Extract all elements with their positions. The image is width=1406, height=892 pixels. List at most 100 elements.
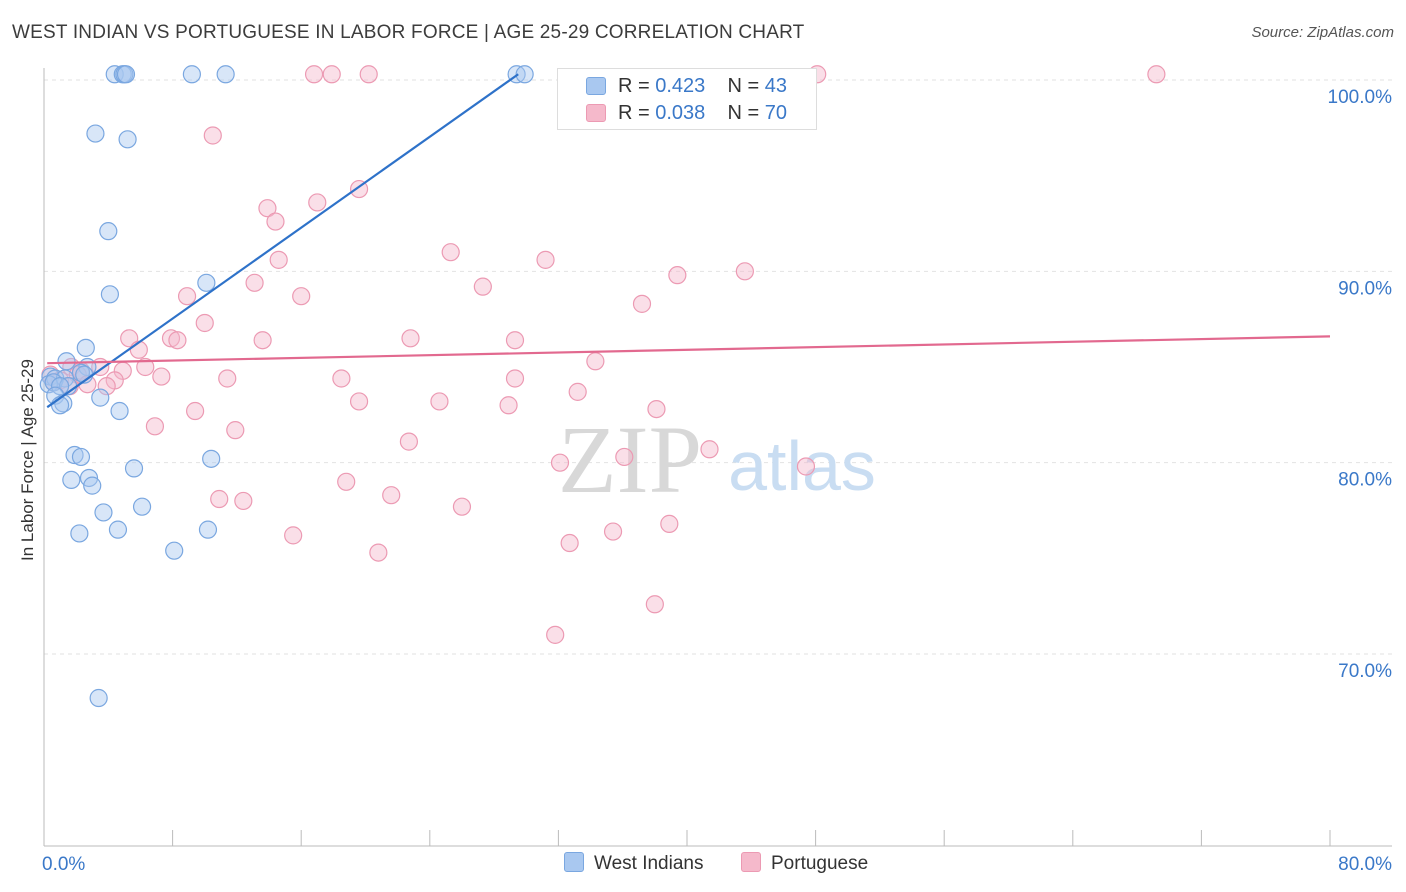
data-point: [186, 401, 205, 421]
gridlines: [44, 79, 1392, 655]
data-point: [57, 352, 76, 371]
data-point: [603, 522, 623, 541]
data-point: [505, 331, 525, 350]
data-point: [118, 130, 137, 149]
legend-r-label: R =: [618, 102, 656, 124]
legend-n-value: 43: [764, 75, 788, 97]
data-point: [735, 262, 754, 281]
data-point: [349, 392, 369, 411]
legend-swatch-blue: [564, 852, 584, 872]
data-point: [86, 124, 105, 143]
data-point: [586, 352, 605, 371]
correlation-legend: R = 0.423 N = 43 R = 0.038 N = 70: [557, 68, 817, 130]
data-point: [430, 392, 449, 411]
data-point: [91, 388, 110, 407]
data-point: [382, 486, 401, 505]
data-point: [245, 273, 264, 292]
trend-line-west-indians: [46, 73, 519, 409]
data-point: [660, 514, 679, 533]
data-point: [195, 313, 214, 333]
x-tick-label: 0.0%: [42, 854, 85, 875]
data-point: [129, 340, 148, 359]
data-point: [499, 396, 518, 415]
legend-r-value: 0.038: [655, 102, 706, 124]
data-point: [615, 447, 634, 467]
data-point: [700, 440, 719, 459]
data-point: [100, 285, 120, 304]
data-point: [110, 401, 129, 421]
data-point: [62, 470, 81, 489]
data-point: [65, 445, 84, 465]
tick-labels: 70.0% 80.0% 90.0% 100.0% 0.0% 80.0%: [42, 87, 1392, 875]
data-point: [452, 497, 472, 516]
data-point: [89, 688, 108, 708]
data-point: [668, 266, 687, 285]
data-point: [322, 65, 341, 84]
data-point: [441, 243, 460, 262]
trend-lines: [46, 73, 1331, 409]
data-point: [132, 497, 152, 516]
data-point: [560, 533, 579, 553]
data-point: [76, 338, 95, 357]
west-indians-points: [39, 65, 534, 708]
data-point: [182, 65, 201, 84]
data-point: [284, 526, 303, 545]
data-point: [99, 222, 118, 241]
data-point: [546, 625, 565, 644]
data-point: [116, 65, 136, 84]
legend-r-label: R =: [618, 75, 656, 97]
data-point: [332, 369, 351, 388]
portuguese-points: [41, 65, 1166, 644]
data-point: [308, 193, 327, 212]
data-point: [136, 357, 155, 377]
data-point: [253, 331, 272, 350]
data-point: [401, 329, 420, 348]
data-point: [266, 212, 285, 231]
watermark-zip: ZIP: [558, 406, 702, 513]
legend-swatch-pink: [586, 104, 606, 122]
y-tick-label: 70.0%: [1338, 661, 1392, 682]
trend-line-portuguese: [47, 335, 1331, 365]
data-point: [124, 459, 144, 478]
data-point: [568, 382, 587, 401]
legend-n-value: 70: [764, 102, 788, 124]
data-point: [796, 457, 816, 476]
legend-r-value: 0.423: [655, 75, 706, 97]
data-point: [83, 476, 102, 495]
legend-swatch-blue: [586, 77, 606, 95]
legend-item-west-indians[interactable]: West Indians: [564, 852, 703, 875]
data-point: [94, 503, 113, 522]
data-point: [202, 449, 221, 468]
data-point: [108, 520, 128, 539]
data-point: [203, 126, 222, 145]
axes: [43, 68, 1392, 847]
data-point: [161, 329, 181, 348]
data-point: [168, 331, 187, 350]
data-point: [218, 369, 237, 388]
data-point: [369, 543, 388, 562]
data-point: [292, 287, 311, 306]
data-point: [97, 377, 116, 396]
source-label: Source: ZipAtlas.com: [1251, 24, 1394, 41]
chart-title: WEST INDIAN VS PORTUGUESE IN LABOR FORCE…: [12, 22, 805, 43]
data-point: [177, 287, 197, 306]
x-tick-label: 80.0%: [1338, 854, 1392, 875]
data-point: [1147, 65, 1166, 84]
legend-n-label: N =: [727, 102, 765, 124]
data-point: [226, 421, 245, 440]
data-point: [145, 417, 165, 436]
data-point: [71, 363, 91, 382]
data-point: [536, 250, 555, 269]
data-point: [647, 399, 666, 419]
data-point: [359, 65, 378, 84]
data-point: [50, 377, 70, 396]
legend-swatch-pink: [741, 852, 761, 872]
data-point: [269, 250, 288, 269]
data-point: [645, 595, 664, 614]
data-point: [234, 491, 253, 511]
data-point: [71, 447, 91, 467]
data-point: [515, 65, 534, 84]
legend-item-portuguese[interactable]: Portuguese: [741, 852, 868, 875]
watermark-atlas: atlas: [728, 427, 876, 505]
